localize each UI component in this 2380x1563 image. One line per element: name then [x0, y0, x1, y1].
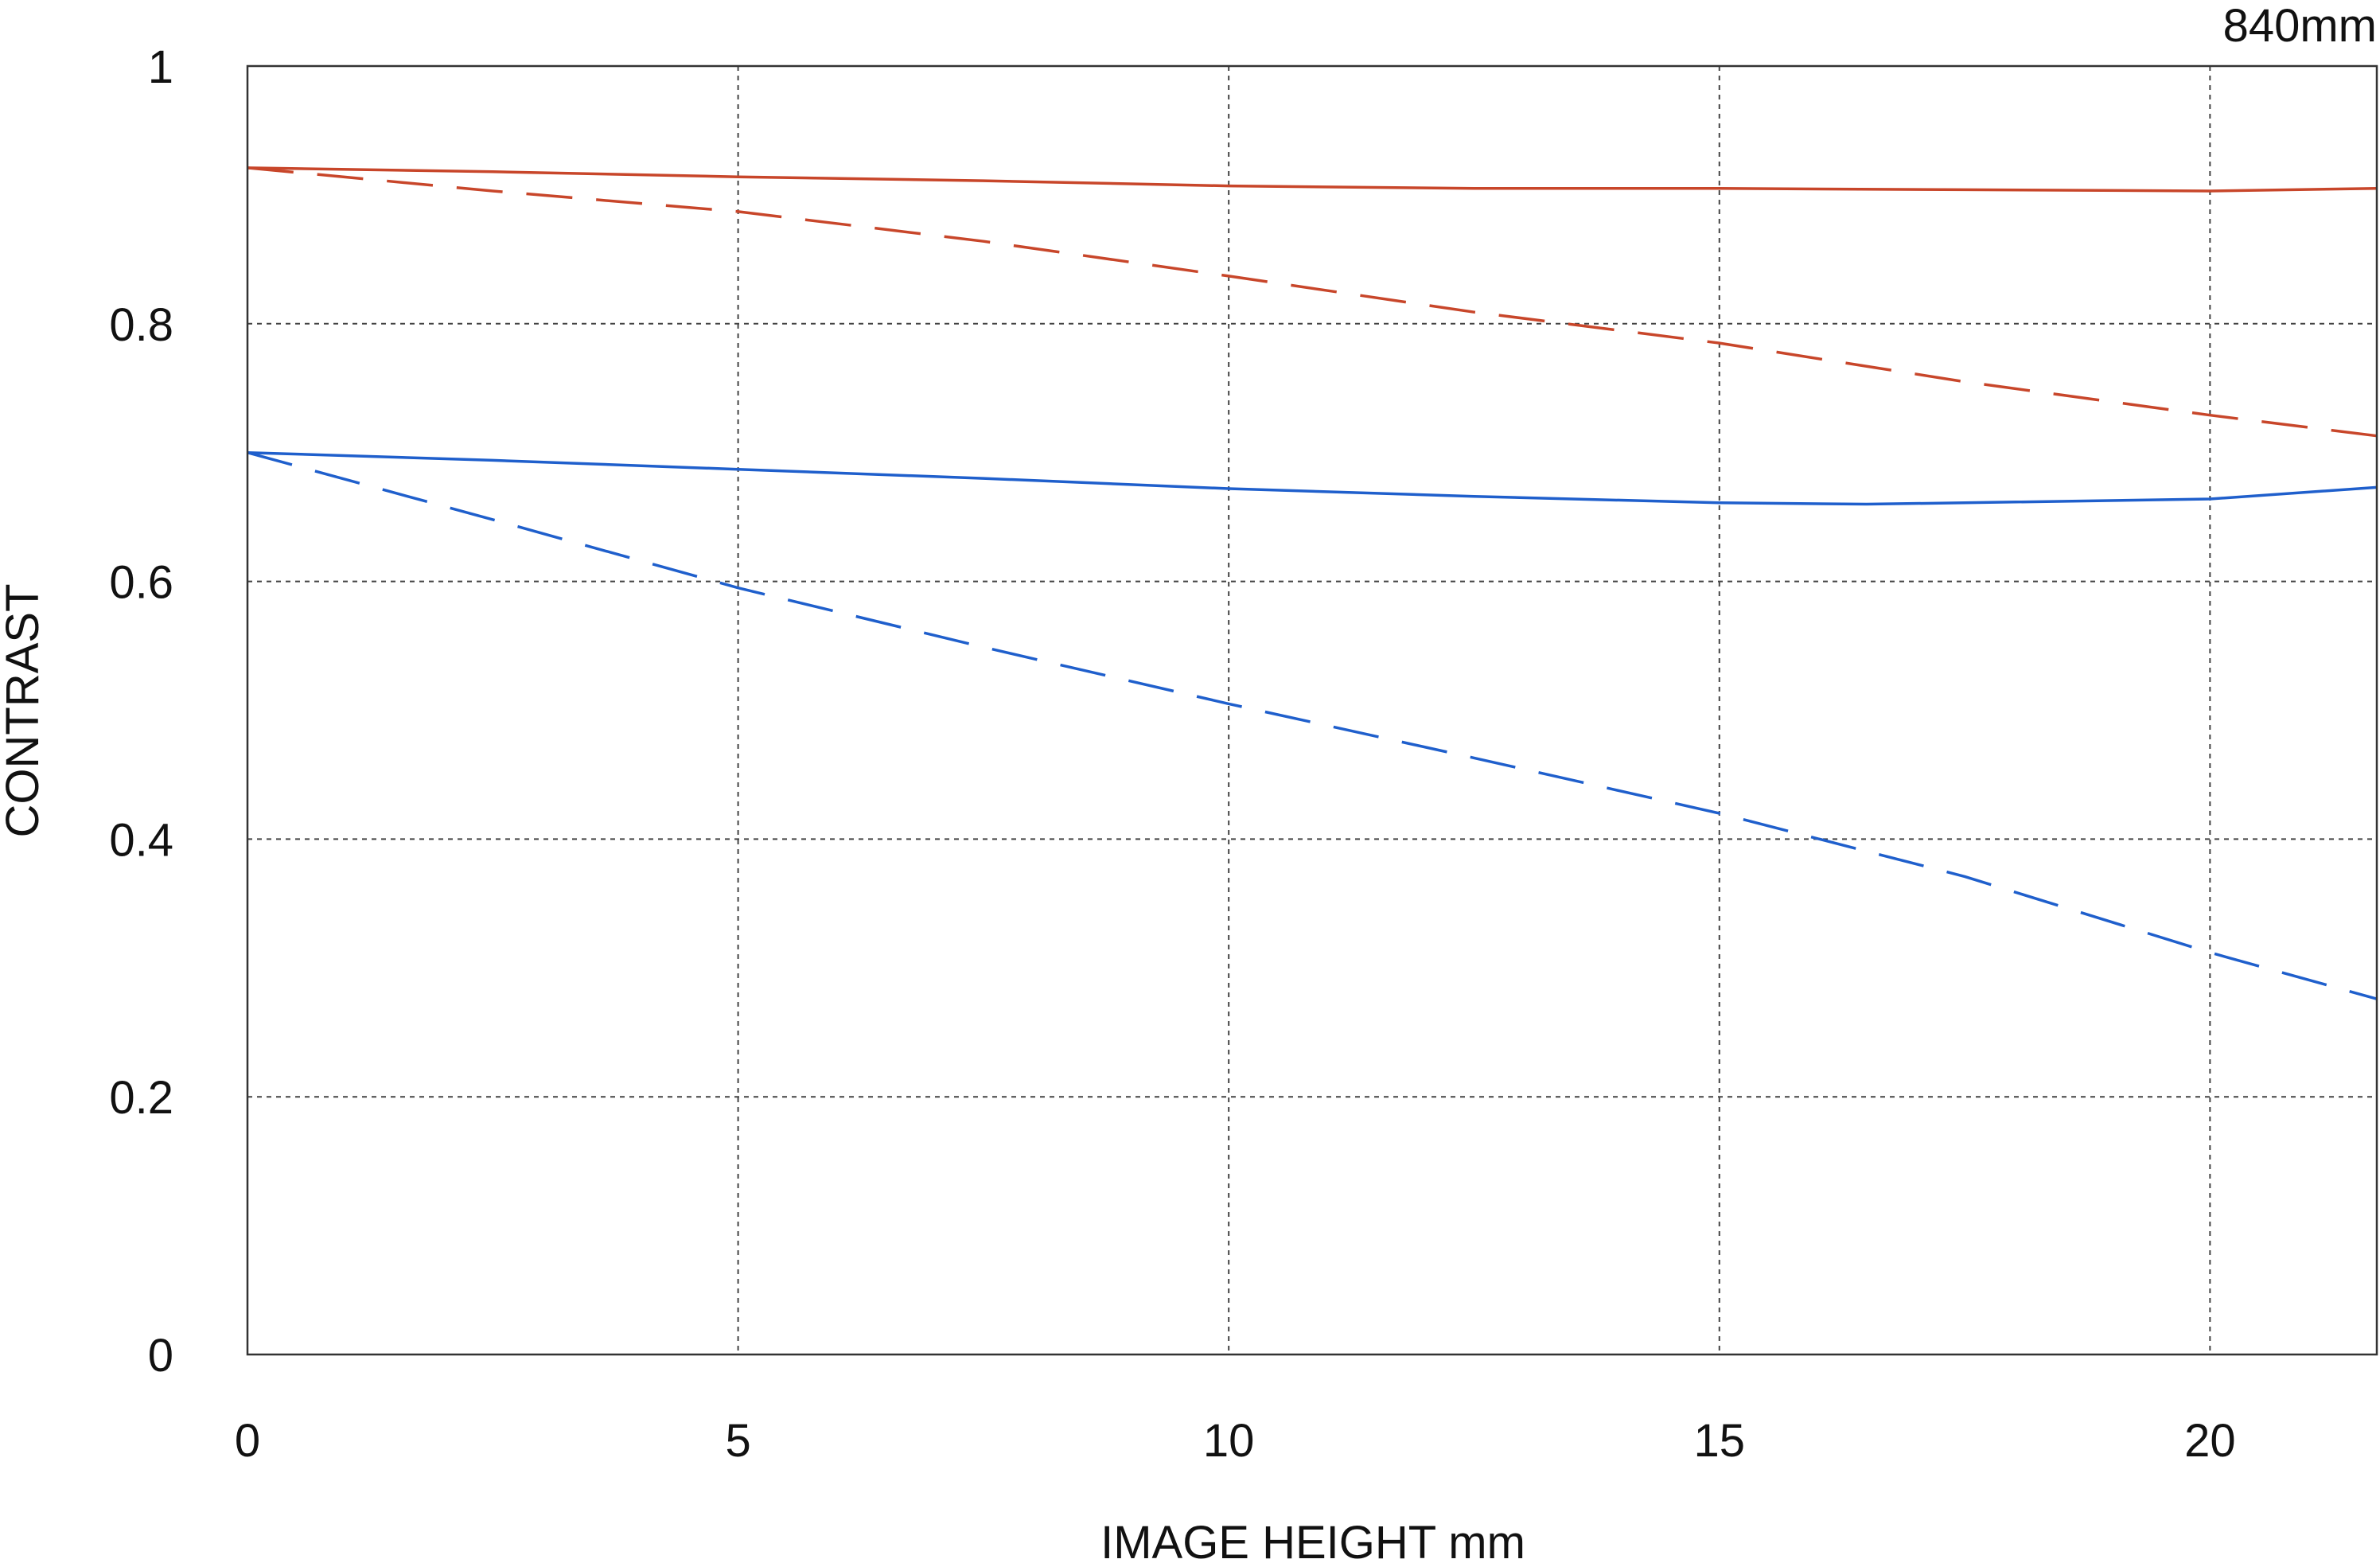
series-line-3 — [247, 451, 2378, 1000]
series-line-2 — [247, 450, 2378, 506]
series-layer — [247, 166, 2378, 1000]
x-tick-label: 10 — [1203, 1415, 1255, 1467]
series-line-1 — [247, 166, 2378, 438]
x-axis-title: IMAGE HEIGHT mm — [1100, 1517, 1525, 1563]
tick-labels: 0 5 10 15 20 0 0.2 0.4 0.6 0.8 1 — [109, 41, 2235, 1467]
y-tick-label: 0.2 — [109, 1072, 173, 1124]
y-tick-label: 1 — [148, 41, 173, 93]
y-tick-label: 0 — [148, 1330, 173, 1382]
corner-label: 840mm — [2223, 0, 2377, 52]
y-tick-label: 0.4 — [109, 814, 173, 866]
y-tick-label: 0.6 — [109, 557, 173, 609]
x-tick-label: 15 — [1694, 1415, 1746, 1467]
y-axis-title: CONTRAST — [0, 584, 49, 838]
x-tick-label: 0 — [235, 1415, 260, 1467]
x-tick-label: 5 — [725, 1415, 750, 1467]
series-line-0 — [247, 166, 2378, 193]
grid-layer — [247, 66, 2377, 1354]
x-tick-label: 20 — [2184, 1415, 2236, 1467]
plot-frame — [246, 64, 2378, 1356]
y-tick-label: 0.8 — [109, 299, 173, 351]
